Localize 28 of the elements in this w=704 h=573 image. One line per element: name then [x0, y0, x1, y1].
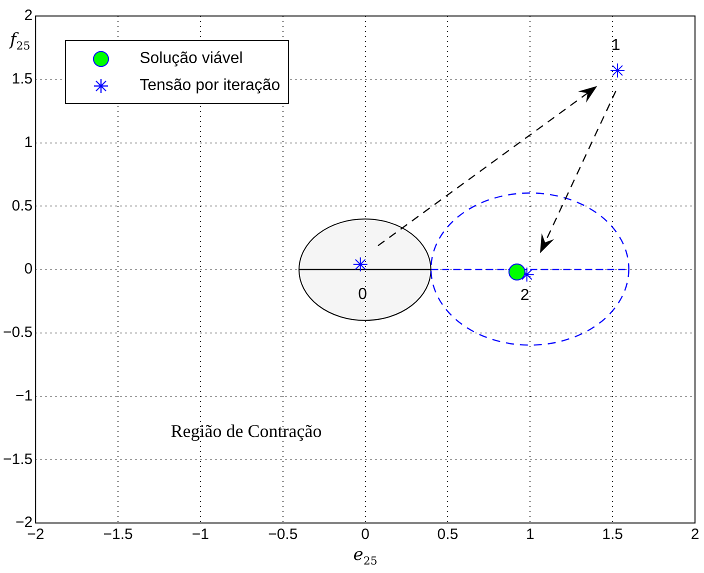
x-tick-label: 1.5	[602, 526, 624, 544]
annotation: 0	[358, 286, 368, 304]
y-tick-label: 0.5	[12, 197, 33, 214]
x-tick-label: −0.5	[268, 526, 298, 544]
x-tick-label: 0	[361, 526, 370, 544]
legend-label: Solução viável	[140, 50, 243, 68]
y-tick-label: 2	[24, 7, 33, 24]
x-tick-label: −1	[192, 526, 210, 544]
y-tick-label: 1.5	[12, 70, 33, 88]
point	[352, 256, 368, 272]
y-axis-title: f$_{25}$	[10, 30, 30, 52]
point	[610, 63, 626, 78]
x-tick-label: 0.5	[437, 526, 458, 544]
x-axis-title: e$_{25}$	[353, 545, 378, 568]
y-tick-label: 1	[24, 134, 33, 151]
y-tick-label: −2	[16, 514, 33, 532]
x-tick-label: 1	[526, 526, 534, 544]
y-tick-label: 0	[24, 260, 33, 278]
legend-label: Tensão por iteração	[140, 76, 280, 94]
annotation: Região de Contração	[170, 421, 322, 442]
y-tick-label: −0.5	[2, 324, 33, 342]
y-tick-label: −1.5	[2, 450, 33, 468]
y-tick-label: −1	[16, 387, 33, 404]
point	[508, 264, 526, 281]
x-tick-label: 2	[690, 526, 700, 544]
x-tick-label: −1.5	[103, 526, 133, 544]
annotation: 2	[520, 287, 530, 306]
annotation: 1	[611, 37, 620, 56]
